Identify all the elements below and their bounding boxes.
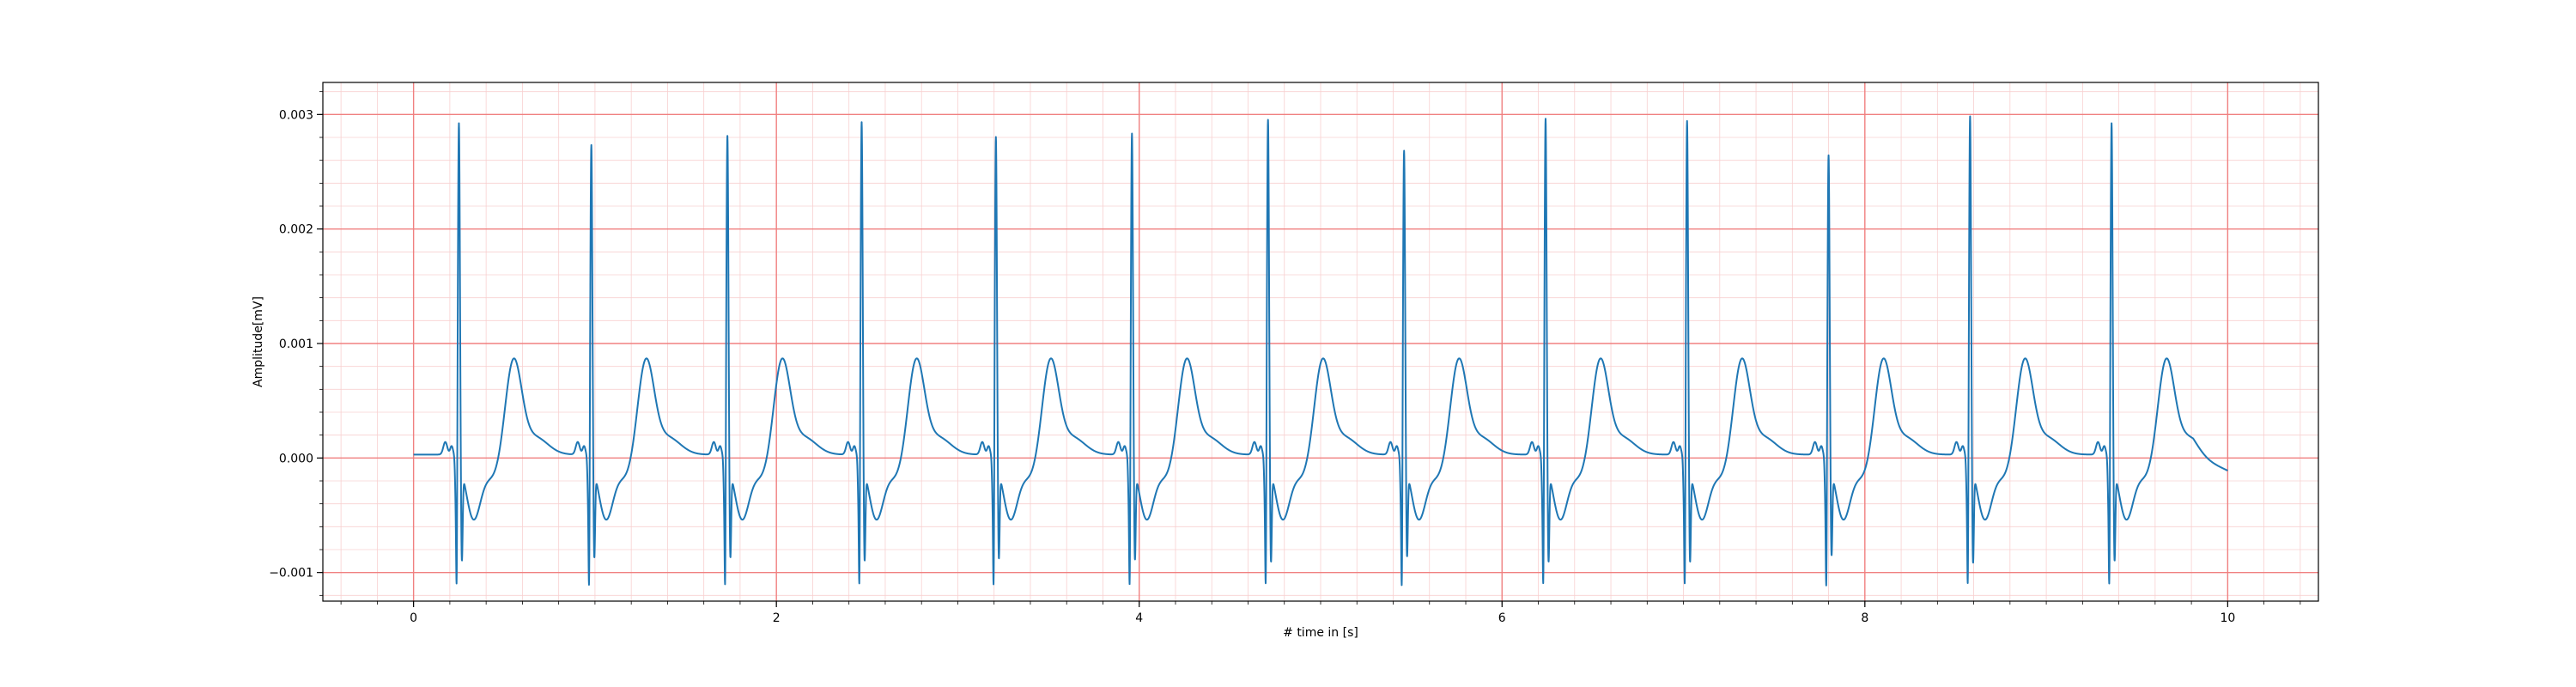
x-tick-label: 8 — [1861, 611, 1868, 625]
ecg-series-line — [412, 115, 2229, 587]
x-tick-label: 4 — [1135, 611, 1143, 625]
y-tick-label: 0.003 — [279, 108, 313, 122]
y-tick-label: 0.001 — [279, 337, 313, 351]
x-tick-label: 6 — [1498, 611, 1506, 625]
x-axis-label: # time in [s] — [1283, 626, 1358, 640]
x-tick-label: 0 — [410, 611, 417, 625]
y-axis: −0.001 0.000 0.001 0.002 0.003 — [269, 91, 323, 596]
y-tick-label: 0.000 — [279, 452, 313, 465]
major-grid — [323, 82, 2318, 601]
x-axis: 0 2 4 6 8 10 — [340, 601, 2301, 625]
line-layer — [412, 115, 2229, 587]
y-tick-label: −0.001 — [269, 567, 313, 581]
y-tick-label: 0.002 — [279, 223, 313, 237]
x-tick-label: 2 — [773, 611, 781, 625]
y-axis-label: Amplitude[mV] — [252, 296, 265, 387]
x-tick-label: 10 — [2220, 611, 2235, 625]
